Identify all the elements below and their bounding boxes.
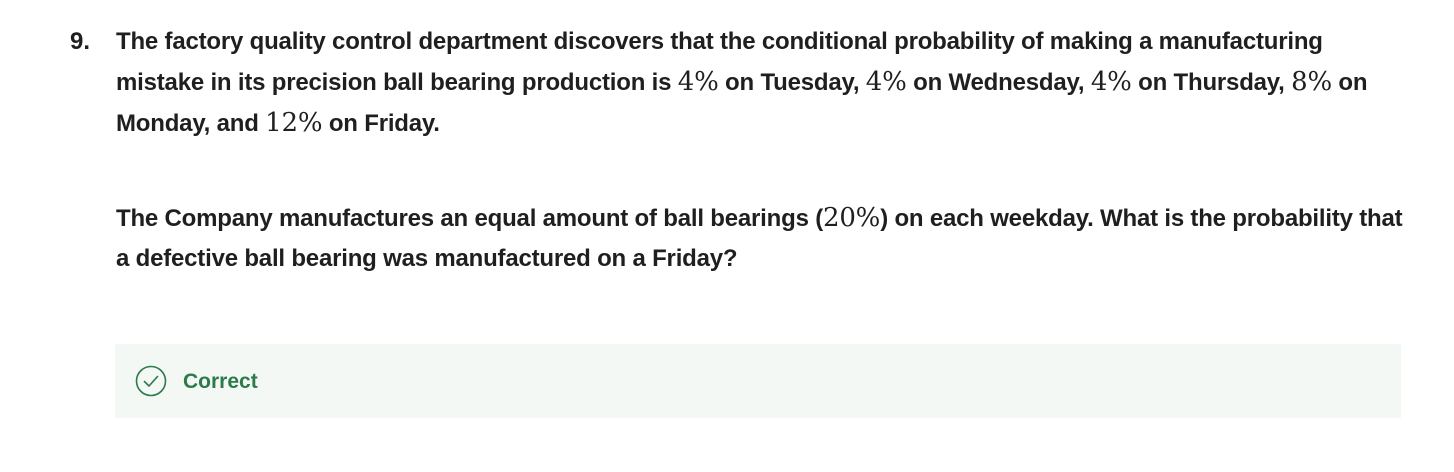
question-body: The factory quality control department d… bbox=[116, 22, 1406, 279]
math-value: 8% bbox=[1291, 67, 1332, 97]
question-paragraph-2: The Company manufactures an equal amount… bbox=[116, 198, 1406, 279]
question-text: on Wednesday, bbox=[906, 69, 1091, 96]
question-text: on Tuesday, bbox=[718, 69, 866, 96]
question-text: on Friday. bbox=[322, 110, 440, 137]
check-circle-icon bbox=[135, 365, 167, 397]
question-text: on Thursday, bbox=[1131, 69, 1292, 96]
question-text: ) on each weekday. What is the probabili… bbox=[116, 205, 1403, 272]
math-value: 20% bbox=[822, 203, 881, 233]
feedback-banner: Correct bbox=[115, 344, 1401, 418]
math-value: 12% bbox=[265, 108, 323, 138]
question-paragraph-1: The factory quality control department d… bbox=[116, 22, 1406, 144]
feedback-label: Correct bbox=[183, 370, 258, 393]
math-value: 4% bbox=[677, 67, 719, 97]
question-text: on Monday, and bbox=[116, 69, 1368, 137]
math-value: 4% bbox=[865, 67, 907, 97]
question-text: The Company manufactures an equal amount… bbox=[116, 205, 823, 232]
question-number: 9. bbox=[70, 28, 91, 55]
math-value: 4% bbox=[1090, 67, 1132, 97]
question-text: The factory quality control department d… bbox=[116, 28, 1323, 96]
